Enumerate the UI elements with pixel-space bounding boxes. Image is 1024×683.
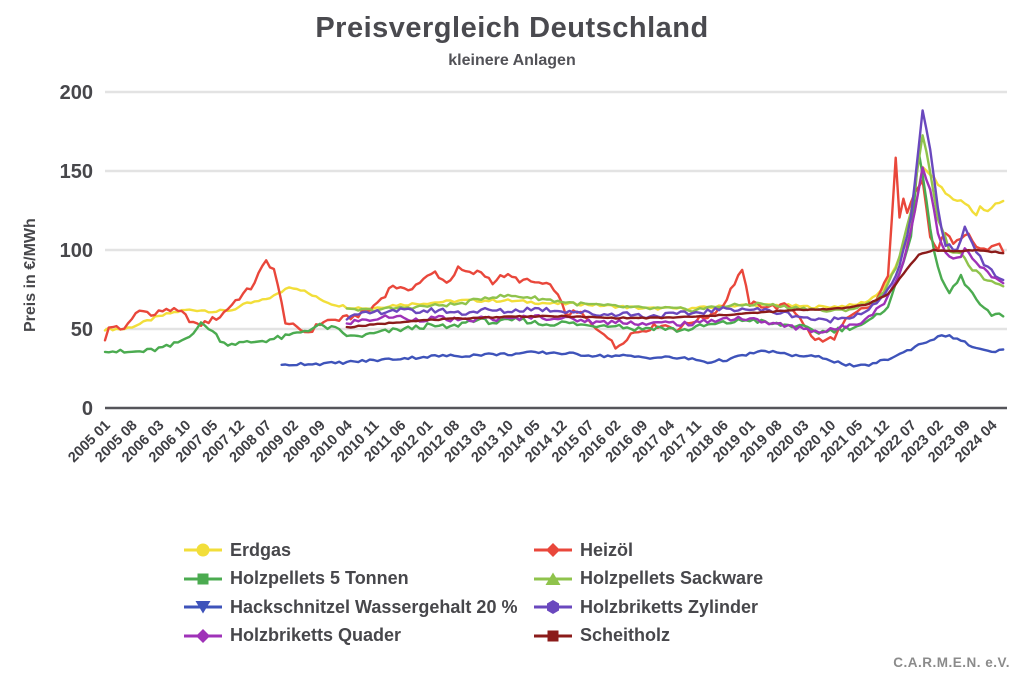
scheitholz-line-marker-icon [534, 630, 572, 642]
svg-text:200: 200 [60, 82, 93, 104]
legend-item-hackschnitzel: Hackschnitzel Wassergehalt 20 % [183, 593, 533, 622]
svg-text:100: 100 [60, 240, 93, 262]
legend-item-holzpellets-sackware: Holzpellets Sackware [533, 565, 893, 594]
erdgas-line-marker-icon [184, 543, 222, 557]
legend: Erdgas Heizöl Holzpellets 5 Tonnen Holzp… [183, 536, 893, 650]
legend-item-erdgas: Erdgas [183, 536, 533, 565]
legend-item-holzpellets-5-tonnen: Holzpellets 5 Tonnen [183, 565, 533, 594]
holzbriketts-quader-line-marker-icon [184, 628, 222, 643]
legend-item-holzbriketts-quader: Holzbriketts Quader [183, 622, 533, 651]
chart-subtitle: kleinere Anlagen [448, 52, 576, 69]
holzbriketts-zylinder-line-marker-icon [534, 600, 572, 615]
holzpellets-5-tonnen-line-marker-icon [184, 573, 222, 585]
chart-title: Preisvergleich Deutschland [315, 12, 709, 44]
hackschnitzel-line-marker-icon [184, 601, 222, 614]
legend-label-holzpellets-5-tonnen: Holzpellets 5 Tonnen [230, 568, 409, 589]
legend-label-heizoel: Heizöl [580, 539, 634, 560]
legend-item-holzbriketts-zylinder: Holzbriketts Zylinder [533, 593, 893, 622]
legend-label-holzbriketts-quader: Holzbriketts Quader [230, 625, 402, 646]
svg-text:150: 150 [60, 161, 93, 183]
attribution-text: C.A.R.M.E.N. e.V. [893, 655, 1010, 670]
legend-item-scheitholz: Scheitholz [533, 622, 893, 651]
legend-label-scheitholz: Scheitholz [580, 625, 671, 646]
legend-item-heizoel: Heizöl [533, 536, 893, 565]
holzpellets-sackware-line-marker-icon [534, 572, 572, 585]
legend-label-hackschnitzel: Hackschnitzel Wassergehalt 20 % [230, 596, 518, 617]
legend-label-erdgas: Erdgas [230, 539, 292, 560]
legend-label-holzpellets-sackware: Holzpellets Sackware [580, 568, 764, 589]
svg-text:50: 50 [71, 319, 93, 341]
legend-label-holzbriketts-zylinder: Holzbriketts Zylinder [580, 596, 759, 617]
svg-text:0: 0 [82, 398, 93, 420]
heizoel-line-marker-icon [534, 543, 572, 558]
